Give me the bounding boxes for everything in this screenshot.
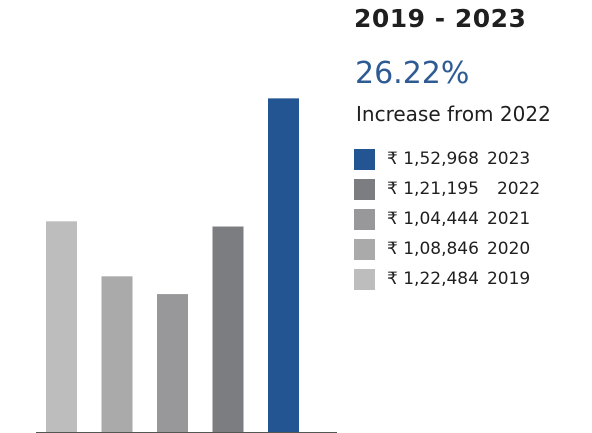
legend-year: 2020 — [486, 239, 531, 259]
bar-chart — [36, 98, 337, 433]
legend-item-2021: ₹ 1,04,444 2021 — [354, 204, 540, 234]
legend: ₹ 1,52,968 2023 ₹ 1,21,195 2022 ₹ 1,04,4… — [354, 144, 540, 294]
bars-group — [46, 98, 299, 433]
legend-amount: ₹ 1,21,195 — [387, 179, 479, 199]
legend-item-2022: ₹ 1,21,195 2022 — [354, 174, 540, 204]
legend-amount: ₹ 1,08,846 — [387, 239, 479, 259]
bar-2020 — [101, 276, 133, 433]
legend-year: 2022 — [496, 179, 541, 199]
legend-item-2020: ₹ 1,08,846 2020 — [354, 234, 540, 264]
legend-swatch — [354, 238, 375, 260]
legend-swatch — [354, 148, 375, 170]
change-label: Increase from 2022 — [356, 102, 551, 126]
chart-title: 2019 - 2023 — [354, 4, 527, 33]
legend-amount: ₹ 1,04,444 — [387, 209, 479, 229]
legend-swatch — [354, 268, 375, 290]
change-percent: 26.22% — [355, 56, 470, 91]
bar-2021 — [157, 294, 188, 433]
legend-item-2019: ₹ 1,22,484 2019 — [354, 264, 540, 294]
bar-2023 — [268, 98, 299, 433]
legend-year: 2023 — [486, 149, 531, 169]
legend-swatch — [354, 178, 375, 200]
legend-year: 2021 — [486, 209, 531, 229]
legend-amount: ₹ 1,22,484 — [387, 269, 479, 289]
legend-swatch — [354, 208, 375, 230]
bar-2019 — [46, 221, 77, 433]
bar-2022 — [212, 226, 244, 433]
legend-amount: ₹ 1,52,968 — [387, 149, 479, 169]
legend-item-2023: ₹ 1,52,968 2023 — [354, 144, 540, 174]
legend-year: 2019 — [486, 269, 531, 289]
